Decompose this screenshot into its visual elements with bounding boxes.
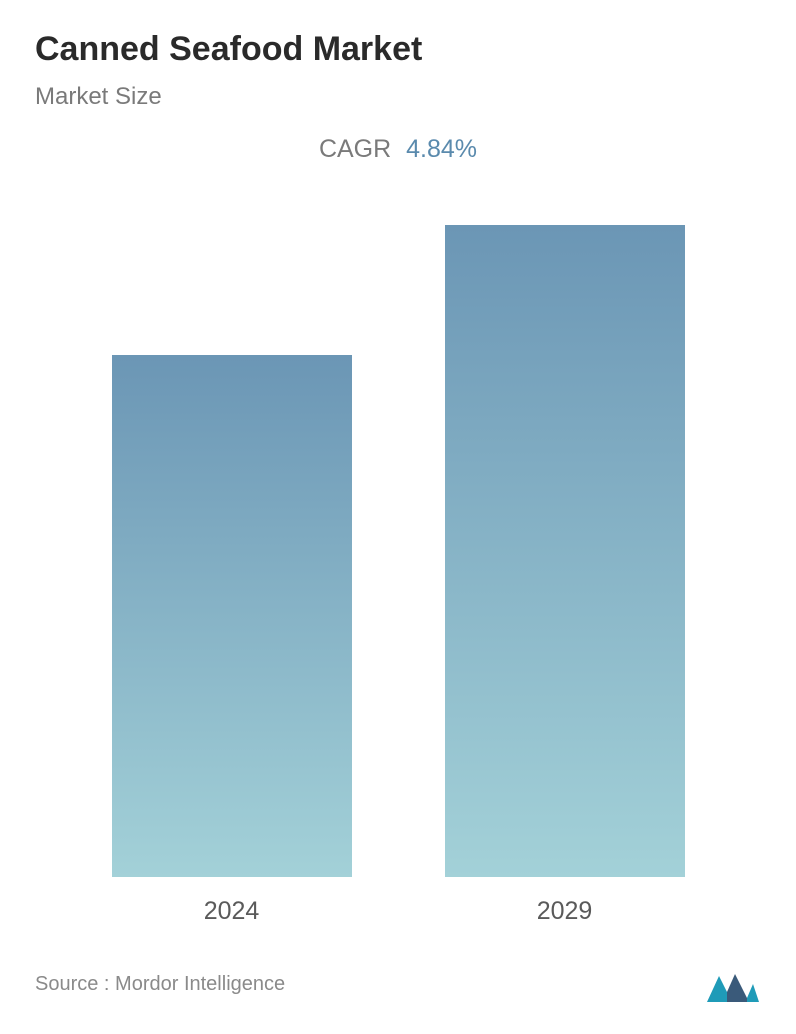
bar-1 xyxy=(445,225,685,877)
mordor-logo-icon xyxy=(705,964,761,1004)
source-text: Source : Mordor Intelligence xyxy=(35,973,285,996)
bar-wrapper-0: 2024 xyxy=(92,355,372,926)
cagr-label: CAGR xyxy=(319,135,391,163)
bar-label-0: 2024 xyxy=(204,897,260,926)
bar-label-1: 2029 xyxy=(537,897,593,926)
chart-subtitle: Market Size xyxy=(35,83,761,111)
cagr-row: CAGR 4.84% xyxy=(35,135,761,164)
bar-0 xyxy=(112,355,352,877)
footer: Source : Mordor Intelligence xyxy=(35,944,761,1004)
chart-title: Canned Seafood Market xyxy=(35,30,761,69)
cagr-value: 4.84% xyxy=(406,135,477,163)
bar-wrapper-1: 2029 xyxy=(425,225,705,926)
chart-container: Canned Seafood Market Market Size CAGR 4… xyxy=(0,0,796,1034)
chart-area: 2024 2029 xyxy=(35,214,761,926)
